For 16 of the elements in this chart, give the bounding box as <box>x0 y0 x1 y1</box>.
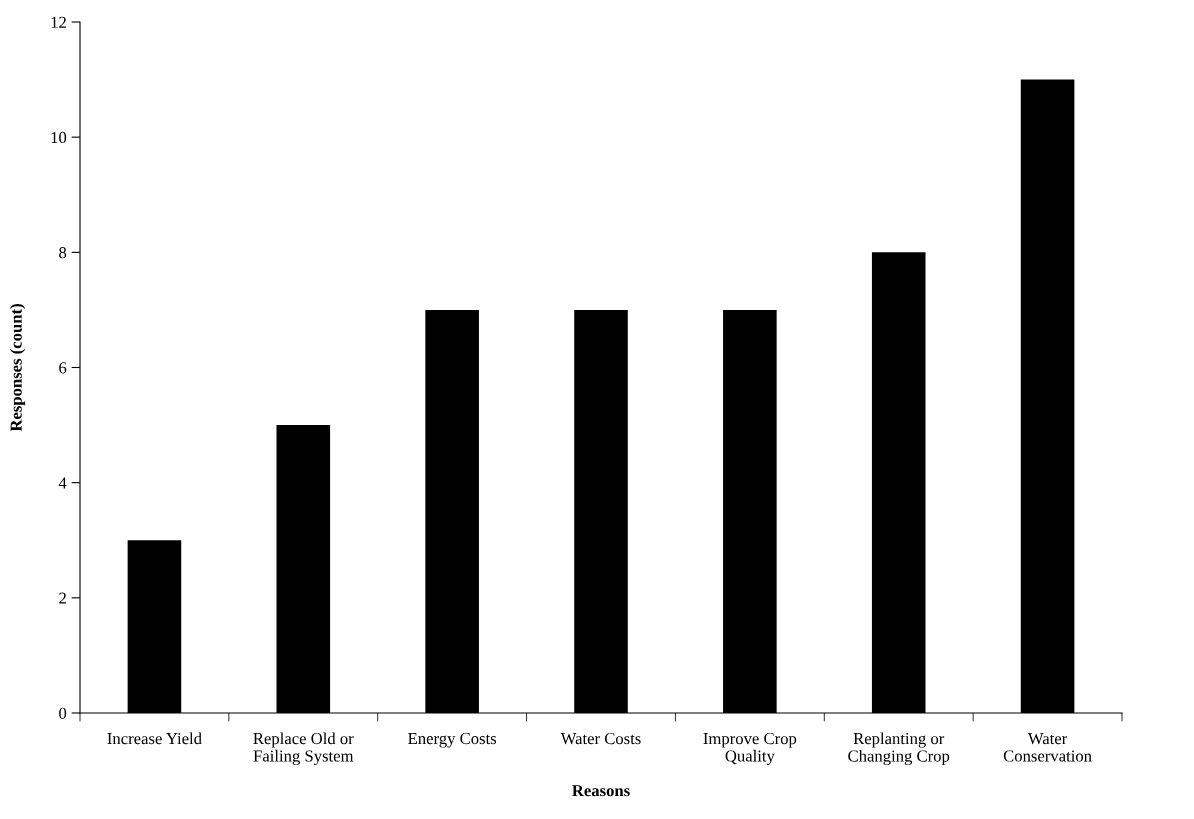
x-tick-label: Replanting or Changing Crop <box>848 732 950 766</box>
x-tick-label: Increase Yield <box>107 732 202 745</box>
y-axis-title: Responses (count) <box>10 304 26 432</box>
y-tick-label: 4 <box>58 477 67 489</box>
x-tick-label: Water Costs <box>560 732 641 745</box>
x-tick-label: Water Conservation <box>1003 733 1092 762</box>
y-tick-label: 6 <box>59 362 67 374</box>
y-tick-label: 10 <box>51 131 67 144</box>
x-tick-label: Replace Old or Failing System <box>253 732 354 766</box>
y-tick-label: 0 <box>59 707 67 719</box>
x-axis-title: Reasons <box>572 785 630 797</box>
y-tick-label: 8 <box>59 247 67 259</box>
y-tick-label: 12 <box>51 16 66 28</box>
y-tick-label: 2 <box>59 592 66 604</box>
x-tick-label: Improve Crop Quality <box>703 732 797 766</box>
x-tick-label: Energy Costs <box>408 732 497 748</box>
